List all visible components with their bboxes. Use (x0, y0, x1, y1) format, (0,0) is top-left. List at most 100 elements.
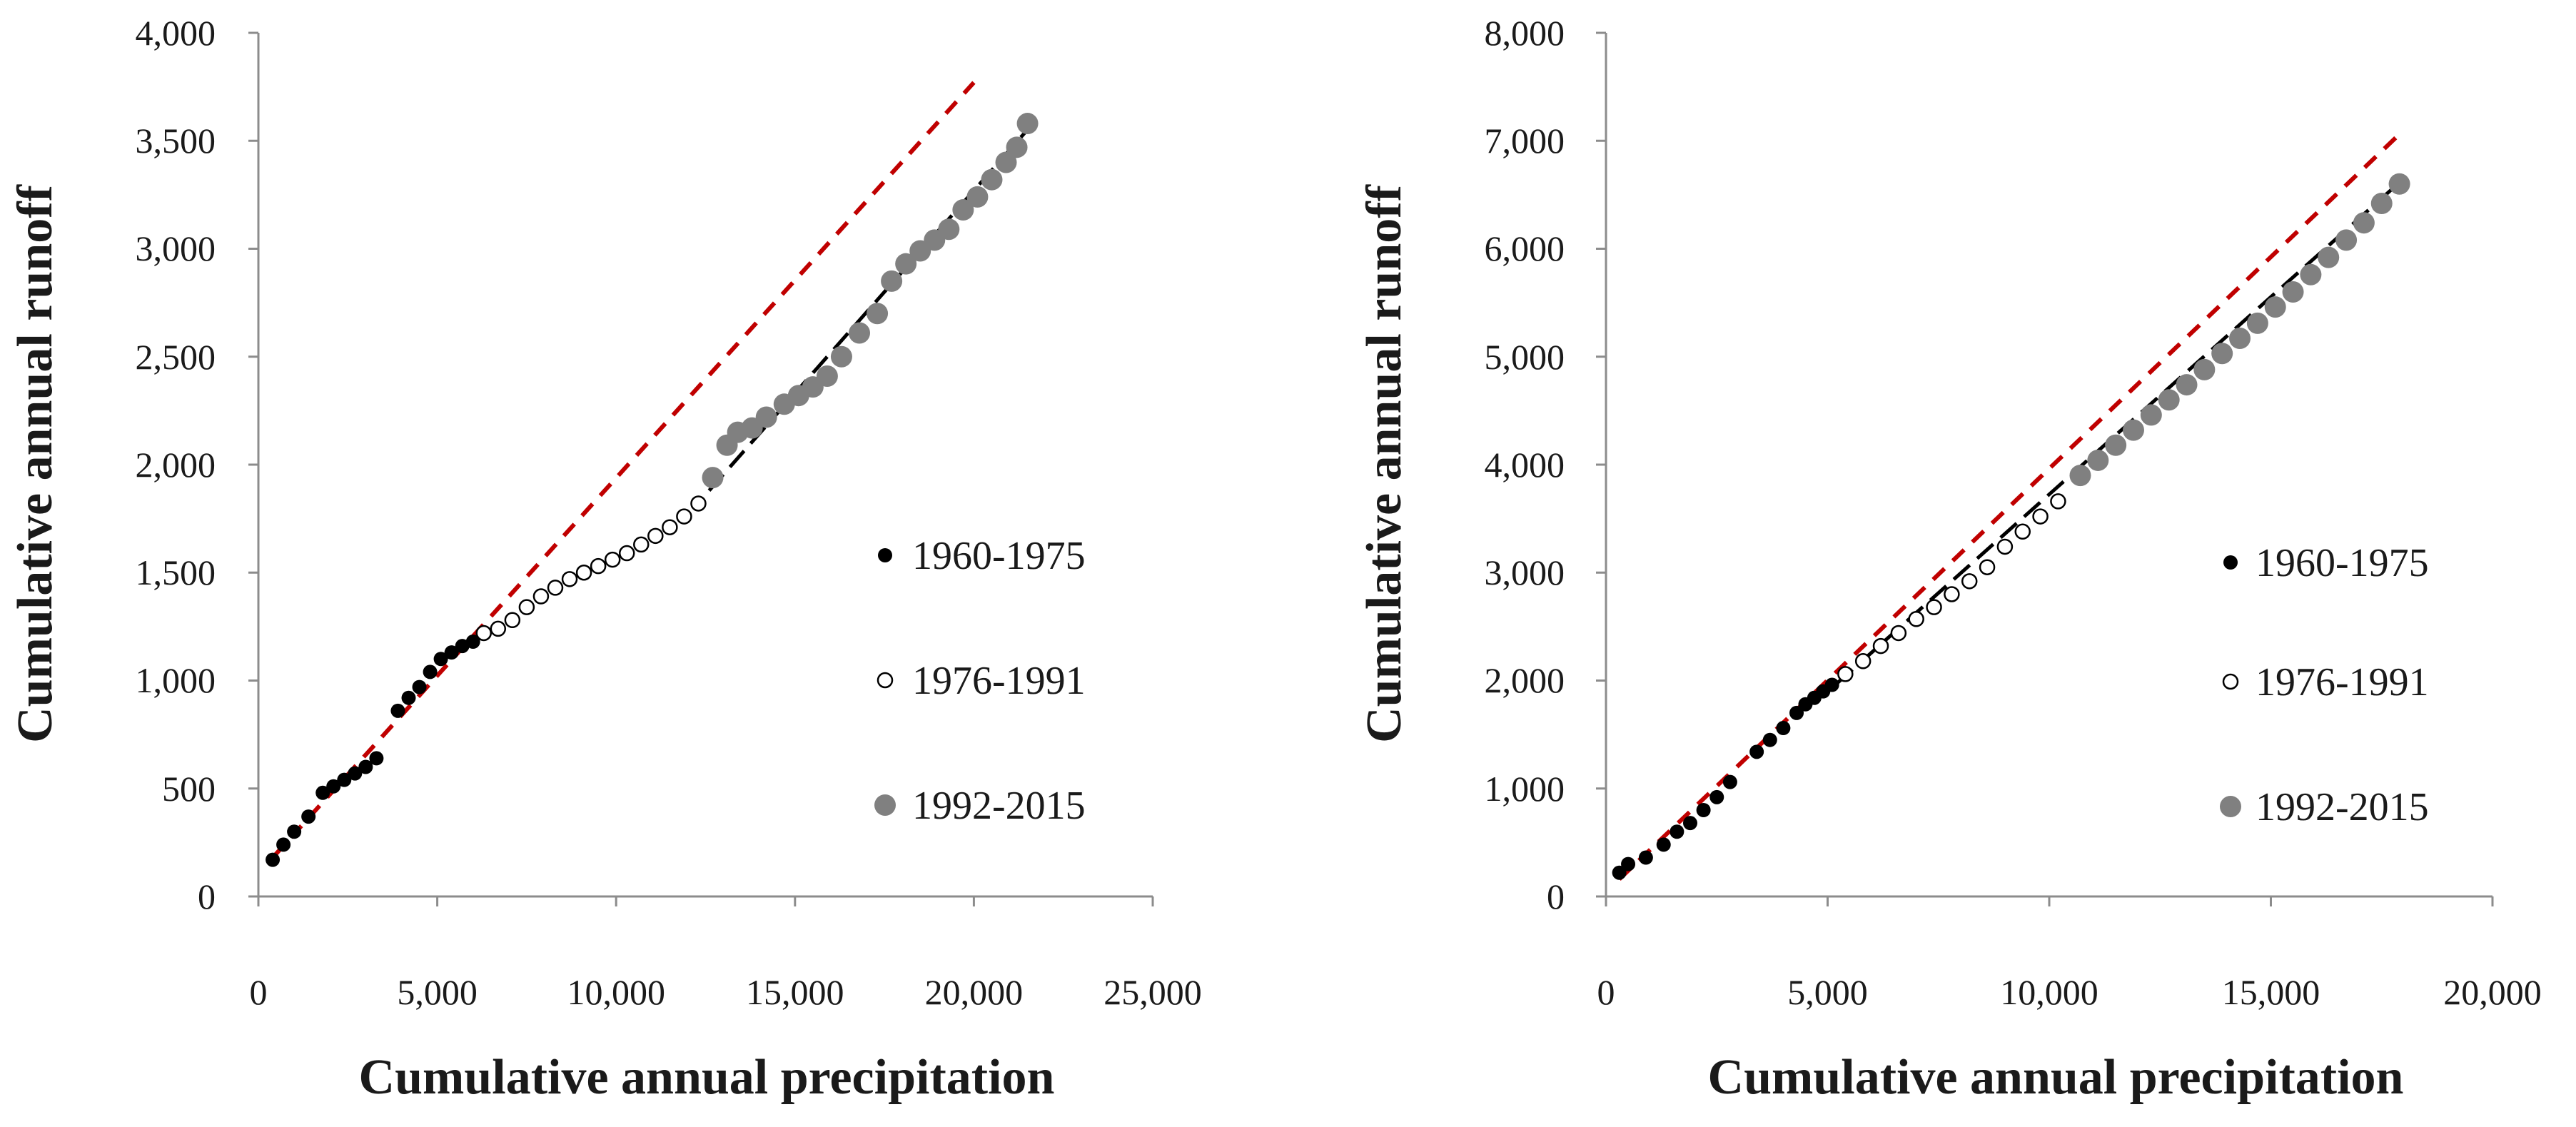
left-point-1976-1991 (561, 571, 578, 587)
left-point-1976-1991 (490, 620, 507, 637)
left-point-1976-1991 (604, 551, 621, 568)
left-y-tick-label: 500 (162, 769, 216, 809)
left-point-1960-1975 (276, 837, 291, 852)
left-y-tick-label: 1,500 (136, 552, 216, 592)
left-point-1960-1975 (315, 785, 330, 800)
left-point-1960-1975 (348, 766, 363, 781)
right-baseline-trend-line (1617, 128, 2405, 881)
right-x-tick-label: 10,000 (2000, 972, 2098, 1012)
left-point-1992-2015 (966, 186, 989, 208)
right-fitted-trend-1992-2015-line (1835, 177, 2405, 685)
right-point-1992-2015 (2140, 404, 2162, 426)
left-point-1960-1975 (358, 759, 373, 774)
left-point-1960-1975 (465, 635, 480, 650)
left-y-tick-label: 3,000 (136, 228, 216, 268)
right-x-tick-labels: 0 5,000 10,000 15,000 20,000 (1597, 972, 2542, 1012)
right-x-axis-title: Cumulative annual precipitation (1708, 1050, 2404, 1105)
right-point-1976-1991 (2032, 508, 2049, 525)
left-legend-label: 1960-1975 (912, 534, 1086, 578)
left-x-tick-label: 25,000 (1103, 972, 1202, 1012)
right-y-tick-label: 4,000 (1485, 445, 1565, 485)
right-point-1992-2015 (2388, 173, 2410, 195)
right-point-1992-2015 (2193, 358, 2216, 380)
left-x-tick-label: 5,000 (397, 972, 478, 1012)
left-point-1960-1975 (433, 652, 448, 667)
left-y-tick-label: 3,500 (136, 121, 216, 161)
right-point-1992-2015 (2229, 328, 2251, 350)
right-point-1960-1975 (1696, 803, 1711, 817)
left-point-1976-1991 (618, 545, 635, 562)
left-point-1976-1991 (633, 536, 650, 553)
right-point-1960-1975 (1776, 721, 1791, 736)
right-y-tick-label: 7,000 (1485, 121, 1565, 161)
left-point-1960-1975 (369, 751, 384, 766)
left-y-tick-labels: 0 500 1,000 1,500 2,000 2,500 3,000 3,50… (136, 13, 216, 916)
right-point-1960-1975 (1824, 677, 1839, 692)
left-legend-label: 1992-2015 (912, 784, 1086, 828)
left-data-points (266, 113, 1039, 867)
right-point-1960-1975 (1709, 789, 1724, 804)
right-y-tick-label: 2,000 (1485, 660, 1565, 700)
right-y-tick-label: 3,000 (1485, 552, 1565, 592)
right-point-1976-1991 (1872, 637, 1889, 655)
right-point-1960-1975 (1638, 850, 1653, 865)
right-point-1960-1975 (1621, 856, 1636, 871)
right-point-1960-1975 (1670, 824, 1684, 839)
left-legend-marker-1976-1991 (877, 672, 894, 689)
left-point-1976-1991 (575, 565, 592, 581)
right-point-1992-2015 (2264, 296, 2286, 318)
left-point-1960-1975 (301, 809, 316, 824)
right-chart: 0 5,000 10,000 15,000 20,000 0 1,000 2,0… (1357, 13, 2542, 1105)
right-legend: 1960-1975 1976-1991 1992-2015 (2220, 541, 2429, 829)
right-point-1992-2015 (2370, 192, 2393, 214)
left-point-1992-2015 (952, 199, 974, 221)
right-legend-marker-1992-2015 (2220, 796, 2241, 817)
right-point-1976-1991 (1926, 599, 1942, 615)
left-point-1992-2015 (755, 406, 777, 428)
left-point-1960-1975 (337, 772, 352, 787)
left-legend-marker-1960-1975 (878, 548, 892, 562)
right-point-1976-1991 (1890, 625, 1907, 642)
left-point-1992-2015 (938, 218, 960, 241)
left-legend-label: 1976-1991 (912, 659, 1086, 703)
right-point-1992-2015 (2087, 449, 2109, 471)
left-y-tick-label: 1,000 (136, 660, 216, 700)
right-point-1976-1991 (1908, 611, 1924, 627)
right-x-tick-label: 15,000 (2222, 972, 2320, 1012)
left-point-1976-1991 (547, 580, 564, 596)
left-baseline-trend-line (271, 81, 976, 859)
left-y-tick-label: 2,000 (136, 445, 216, 485)
left-point-1992-2015 (702, 467, 724, 489)
left-point-1992-2015 (816, 365, 838, 387)
left-legend: 1960-1975 1976-1991 1992-2015 (874, 534, 1086, 828)
left-point-1992-2015 (995, 151, 1017, 173)
right-trend-lines (1617, 128, 2405, 881)
right-y-tick-label: 5,000 (1485, 337, 1565, 377)
right-point-1992-2015 (2318, 246, 2340, 268)
left-point-1976-1991 (690, 495, 707, 512)
right-y-axis-title: Cumulative annual runoff (1357, 184, 1412, 742)
left-point-1960-1975 (266, 852, 281, 867)
right-point-1960-1975 (1749, 744, 1764, 759)
right-point-1992-2015 (2335, 229, 2358, 251)
left-point-1960-1975 (401, 690, 416, 705)
left-point-1976-1991 (475, 625, 493, 642)
right-y-tick-label: 8,000 (1485, 13, 1565, 53)
right-point-1976-1991 (1961, 573, 1978, 590)
right-x-tick-label: 0 (1597, 972, 1615, 1012)
left-axis-ticks (248, 31, 1154, 906)
right-point-1992-2015 (2122, 419, 2144, 441)
right-point-1976-1991 (2014, 523, 2031, 540)
left-point-1976-1991 (590, 557, 607, 575)
left-point-1976-1991 (647, 527, 664, 545)
left-x-tick-label: 0 (250, 972, 268, 1012)
left-point-1976-1991 (504, 612, 521, 629)
right-point-1976-1991 (1979, 559, 1996, 575)
left-point-1976-1991 (662, 519, 678, 535)
right-point-1976-1991 (2050, 493, 2066, 510)
left-point-1960-1975 (412, 679, 427, 694)
right-point-1992-2015 (2158, 389, 2180, 411)
left-point-1992-2015 (867, 303, 889, 325)
left-x-tick-label: 10,000 (567, 972, 665, 1012)
left-y-axis-title: Cumulative annual runoff (8, 184, 63, 742)
